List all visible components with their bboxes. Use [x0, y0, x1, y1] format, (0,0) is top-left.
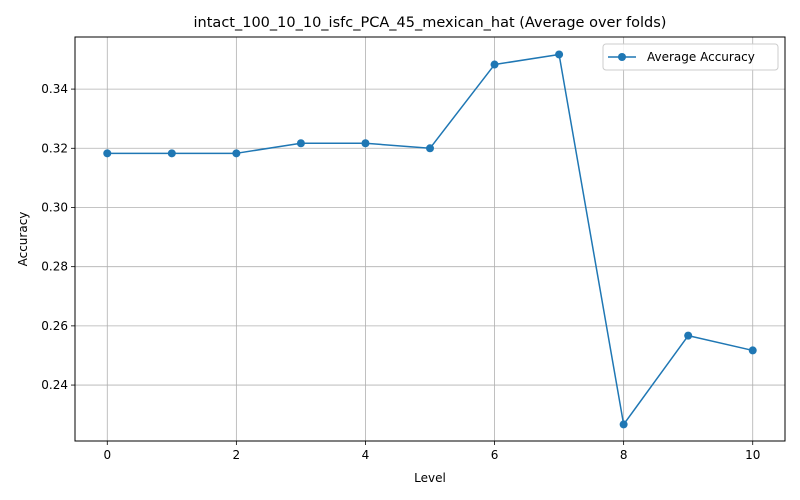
data-point	[555, 50, 564, 59]
data-point	[167, 149, 176, 158]
series-layer	[103, 50, 757, 429]
x-tick-label: 4	[362, 448, 370, 462]
legend-marker-swatch	[618, 53, 626, 61]
x-ticks: 0 2 4 6 8 10	[103, 441, 760, 462]
y-tick-label: 0.34	[41, 82, 68, 96]
data-point	[684, 331, 693, 340]
y-tick-label: 0.26	[41, 319, 68, 333]
data-point	[361, 139, 370, 148]
x-axis-label: Level	[414, 471, 446, 485]
x-tick-label: 8	[620, 448, 628, 462]
y-ticks: 0.24 0.26 0.28 0.30 0.32 0.34	[41, 82, 75, 392]
x-tick-label: 0	[103, 448, 111, 462]
x-tick-label: 6	[491, 448, 499, 462]
legend: Average Accuracy	[602, 43, 779, 71]
y-axis-label: Accuracy	[16, 212, 30, 267]
grid-layer	[75, 37, 785, 441]
legend-label: Average Accuracy	[647, 50, 755, 64]
x-tick-label: 2	[233, 448, 241, 462]
data-point	[232, 149, 241, 158]
y-tick-label: 0.28	[41, 260, 68, 274]
data-point	[426, 144, 434, 153]
x-tick-label: 10	[745, 448, 760, 462]
chart-title: intact_100_10_10_isfc_PCA_45_mexican_hat…	[194, 15, 667, 31]
data-point	[490, 60, 499, 69]
data-point	[748, 346, 757, 355]
y-tick-label: 0.30	[41, 200, 68, 214]
plot-frame	[74, 36, 786, 442]
data-point	[296, 139, 305, 148]
data-point	[619, 420, 628, 429]
y-tick-label: 0.24	[41, 378, 68, 392]
y-tick-label: 0.32	[41, 141, 68, 155]
legend-box	[602, 43, 779, 71]
data-point	[103, 149, 112, 158]
